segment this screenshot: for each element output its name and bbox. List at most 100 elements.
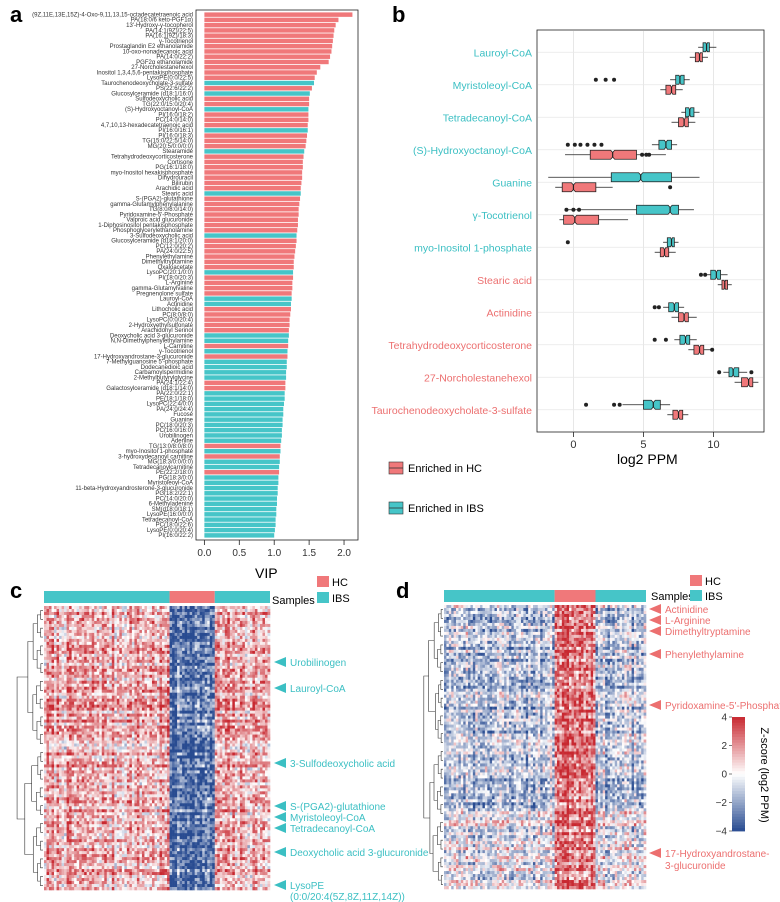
heatmap-cell bbox=[111, 650, 115, 655]
heatmap-cell bbox=[204, 755, 208, 759]
boxplot-outlier bbox=[603, 77, 608, 82]
heatmap-cell bbox=[242, 719, 246, 723]
heatmap-cell bbox=[159, 632, 163, 637]
heatmap-cell bbox=[151, 680, 155, 685]
heatmap-cell bbox=[239, 713, 243, 717]
heatmap-cell bbox=[242, 623, 246, 628]
panel-letter-d: d bbox=[396, 578, 409, 603]
heatmap-cell bbox=[214, 623, 218, 628]
heatmap-cell bbox=[101, 713, 105, 717]
heatmap-cell bbox=[84, 680, 87, 685]
heatmap-cell bbox=[139, 668, 143, 673]
heatmap-cell bbox=[199, 734, 203, 738]
heatmap-cell bbox=[232, 611, 236, 616]
heatmap-cell bbox=[234, 719, 238, 723]
vip-bar bbox=[204, 517, 276, 522]
heatmap-cell bbox=[172, 683, 175, 688]
boxplot-box-hc bbox=[563, 214, 600, 225]
heatmap-cell bbox=[124, 752, 128, 756]
heatmap-cell bbox=[49, 665, 52, 670]
heatmap-cell bbox=[237, 704, 241, 708]
heatmap-cell bbox=[54, 728, 57, 732]
heatmap-cell bbox=[51, 749, 55, 753]
heatmap-cell bbox=[64, 608, 67, 613]
heatmap-cell bbox=[212, 614, 216, 619]
heatmap-cell bbox=[76, 731, 80, 735]
heatmap-cell bbox=[202, 704, 206, 708]
vip-bar bbox=[204, 164, 303, 170]
heatmap-cell bbox=[96, 629, 100, 634]
heatmap-cell bbox=[59, 611, 62, 616]
heatmap-cell bbox=[71, 659, 75, 664]
heatmap-cell bbox=[174, 701, 178, 705]
heatmap-cell bbox=[252, 725, 256, 729]
heatmap-cell bbox=[109, 734, 113, 738]
heatmap-cell bbox=[194, 656, 198, 661]
heatmap-cell bbox=[134, 614, 138, 619]
heatmap-cell bbox=[187, 677, 190, 682]
heatmap-cell bbox=[192, 692, 195, 696]
heatmap-cell bbox=[104, 641, 108, 646]
heatmap-cell bbox=[234, 734, 238, 738]
heatmap-cell bbox=[177, 749, 180, 753]
heatmap-cell bbox=[237, 695, 241, 699]
heatmap-cell bbox=[121, 722, 125, 726]
heatmap-cell bbox=[242, 692, 246, 696]
heatmap-cell bbox=[247, 719, 251, 723]
heatmap-cell bbox=[189, 713, 193, 717]
vip-bar-label: LysoPE(0:0/20:4) bbox=[147, 528, 193, 534]
heatmap-cell bbox=[154, 710, 158, 714]
heatmap-cell bbox=[109, 689, 113, 693]
heatmap-cell bbox=[194, 713, 198, 717]
heatmap-cell bbox=[217, 608, 221, 613]
vip-bar-label: TG(15:0/22:5/14:0) bbox=[142, 139, 193, 145]
heatmap-cell bbox=[249, 731, 253, 735]
heatmap-cell bbox=[184, 668, 188, 673]
heatmap-cell bbox=[242, 683, 246, 688]
heatmap-cell bbox=[207, 755, 211, 759]
heatmap-cell bbox=[96, 746, 100, 750]
heatmap-cell bbox=[222, 606, 226, 610]
heatmap-cell bbox=[59, 653, 62, 658]
heatmap-cell bbox=[126, 608, 130, 613]
heatmap-cell bbox=[119, 623, 123, 628]
heatmap-cell bbox=[222, 731, 226, 735]
heatmap-cell bbox=[56, 641, 60, 646]
heatmap-cell bbox=[237, 719, 241, 723]
heatmap-cell bbox=[56, 632, 60, 637]
heatmap-cell bbox=[79, 707, 82, 711]
heatmap-cell bbox=[199, 626, 203, 631]
heatmap-cell bbox=[119, 644, 123, 649]
heatmap-cell bbox=[126, 755, 130, 759]
heatmap-cell bbox=[207, 692, 211, 696]
vip-bar-label: Adenine bbox=[171, 439, 194, 445]
heatmap-cell bbox=[229, 608, 233, 613]
heatmap-cell bbox=[259, 677, 263, 682]
heatmap-cell bbox=[264, 608, 268, 613]
heatmap-cell bbox=[139, 674, 143, 679]
heatmap-cell bbox=[192, 662, 195, 667]
heatmap-cell bbox=[106, 632, 110, 637]
heatmap-cell bbox=[194, 716, 198, 720]
heatmap-cell bbox=[121, 725, 125, 729]
heatmap-cell bbox=[99, 725, 103, 729]
heatmap-cell bbox=[121, 716, 125, 720]
heatmap-cell bbox=[239, 674, 243, 679]
heatmap-cell bbox=[111, 677, 115, 682]
heatmap-cell bbox=[61, 623, 65, 628]
heatmap-cell bbox=[99, 644, 103, 649]
heatmap-cell bbox=[247, 674, 251, 679]
boxplot-box-ibs bbox=[679, 334, 691, 345]
heatmap-cell bbox=[54, 614, 57, 619]
heatmap-cell bbox=[164, 614, 168, 619]
heatmap-cell bbox=[194, 725, 198, 729]
heatmap-cell bbox=[149, 617, 153, 622]
heatmap-cell bbox=[66, 683, 70, 688]
heatmap-cell bbox=[129, 629, 133, 634]
heatmap-cell bbox=[204, 713, 208, 717]
heatmap-cell bbox=[54, 683, 57, 688]
heatmap-cell bbox=[224, 707, 228, 711]
heatmap-cell bbox=[204, 743, 208, 747]
heatmap-cell bbox=[177, 638, 180, 643]
heatmap-cell bbox=[222, 611, 226, 616]
